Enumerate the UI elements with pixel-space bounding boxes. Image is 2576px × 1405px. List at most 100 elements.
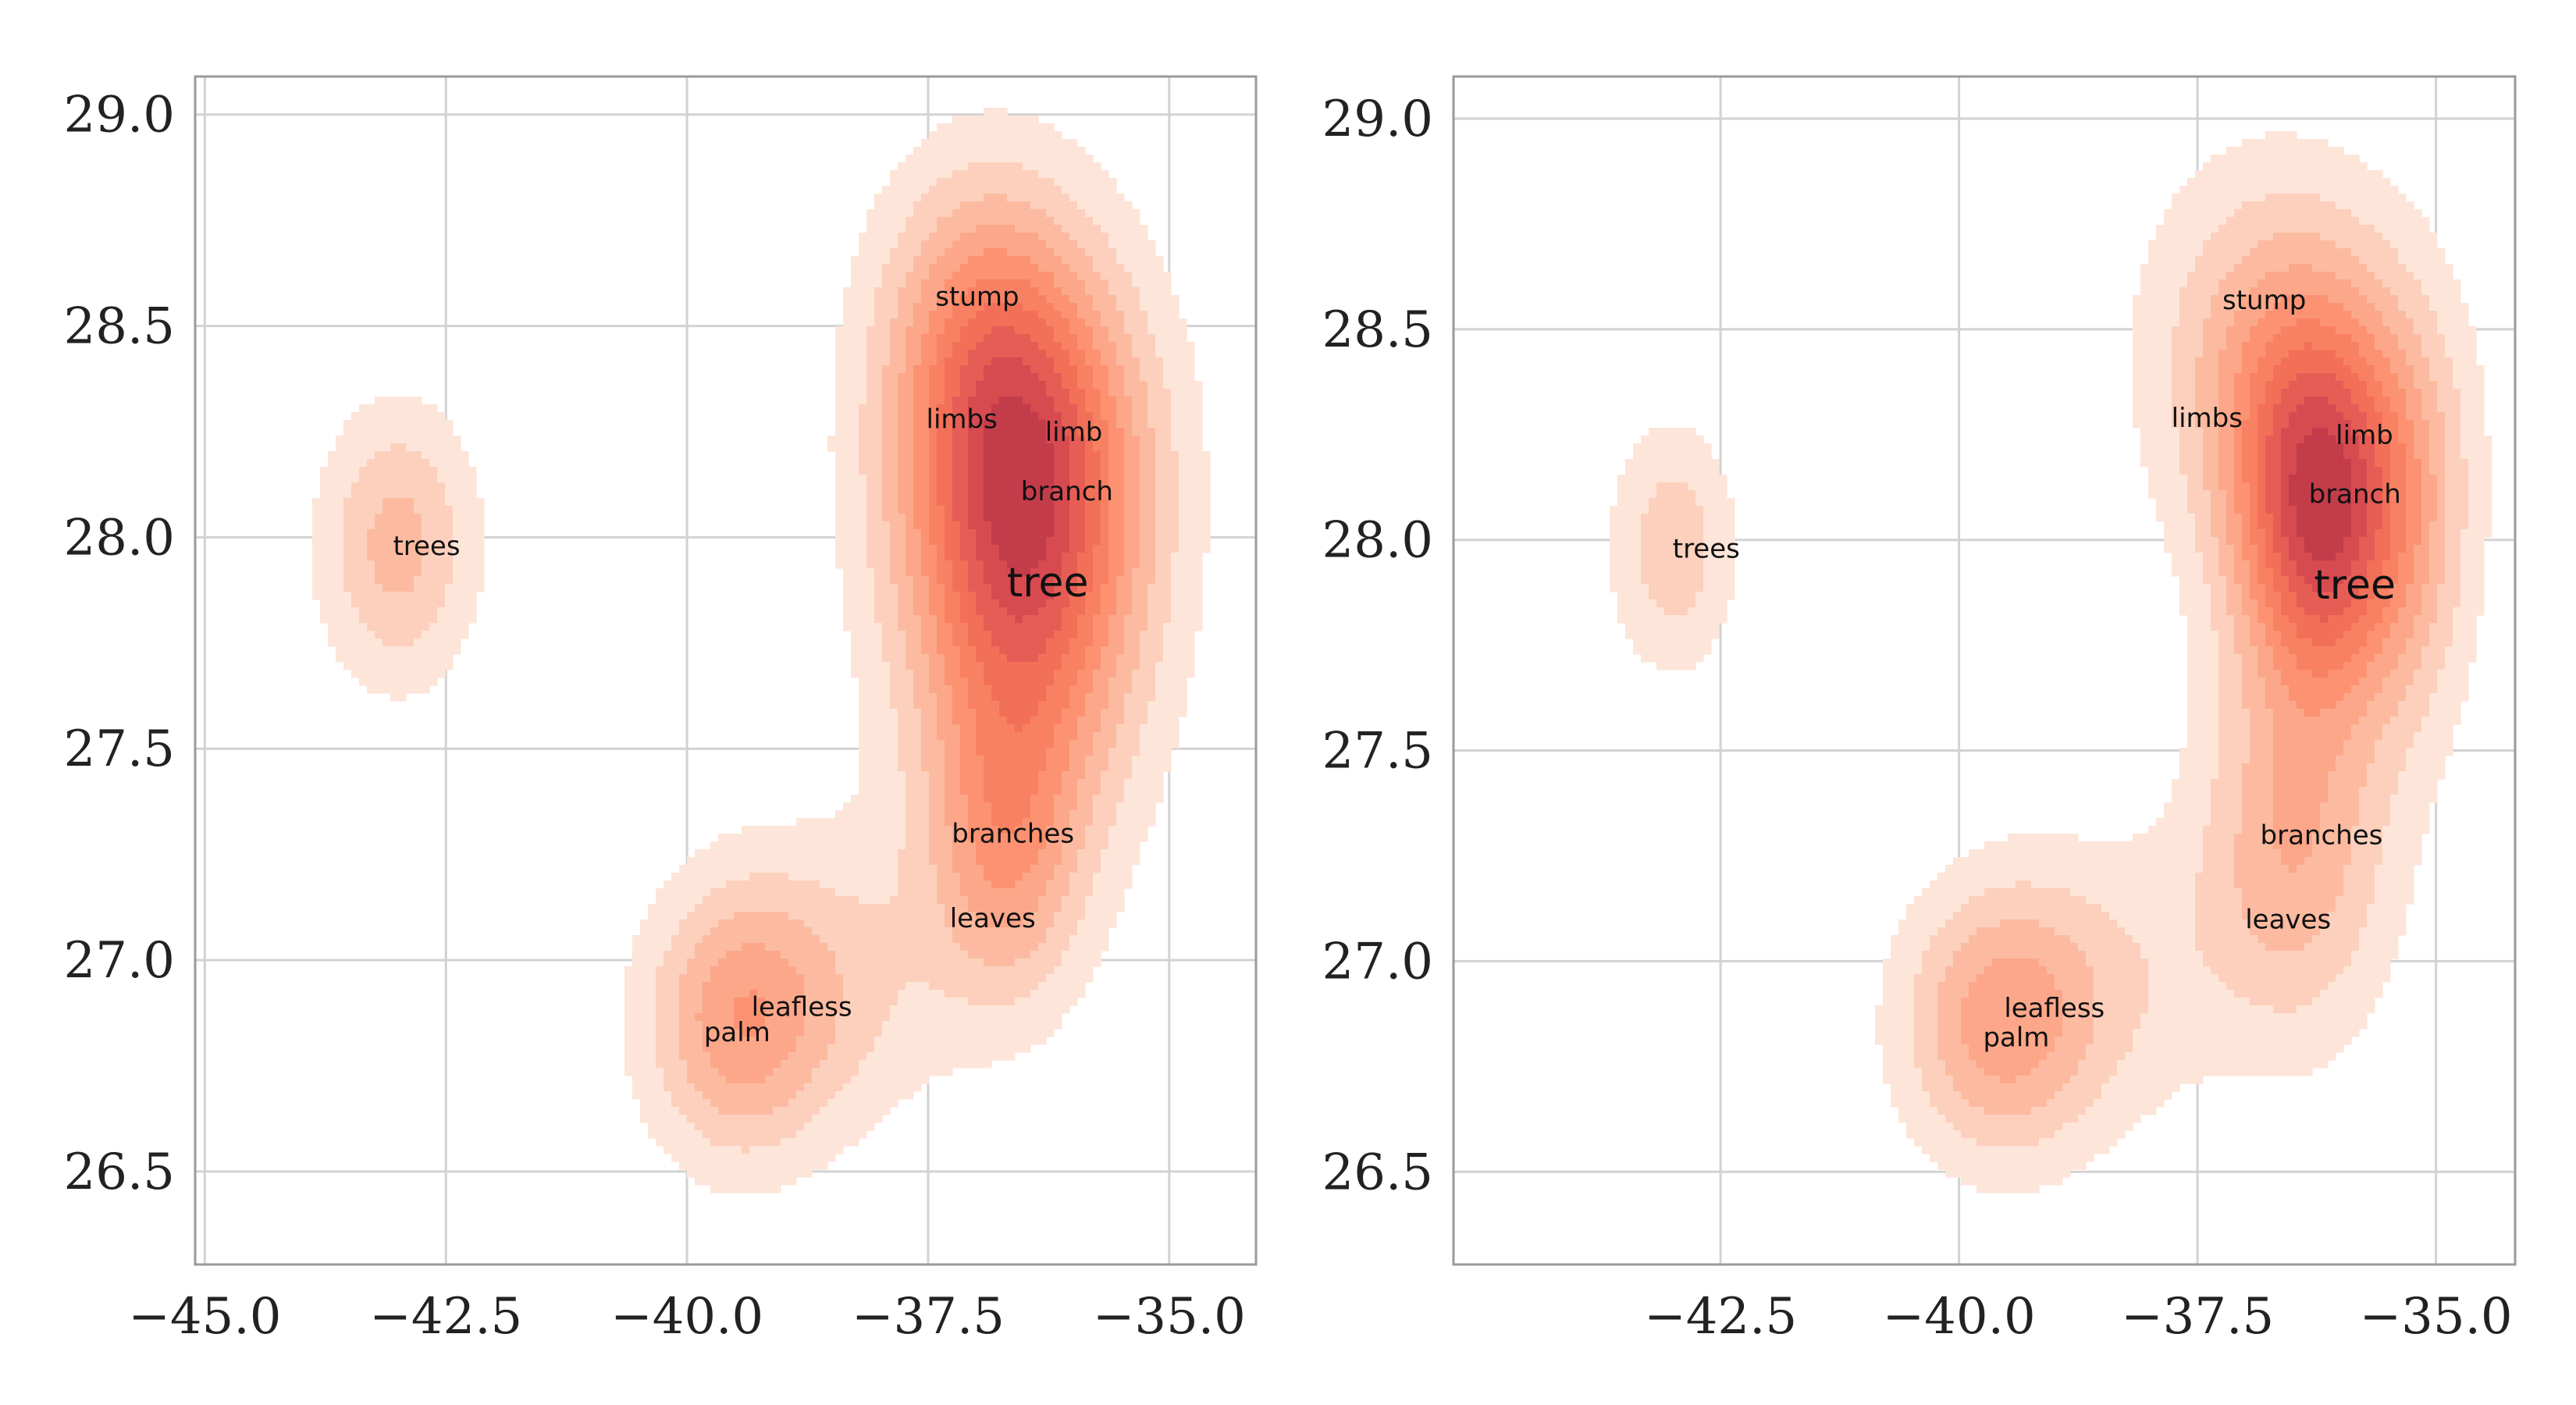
density-cell [1155, 350, 1195, 358]
density-cell [1147, 584, 1172, 592]
density-cell [2258, 615, 2274, 624]
density-cell [2140, 279, 2188, 288]
density-cell [1108, 498, 1125, 507]
density-cell [1062, 841, 1086, 850]
density-cell [968, 685, 992, 694]
density-cell [1046, 428, 1062, 436]
density-cell [2094, 998, 2149, 1006]
density-cell [1108, 334, 1133, 343]
density-cell [960, 740, 977, 749]
density-cell [749, 990, 758, 998]
density-cell [1116, 248, 1156, 257]
density-cell [1108, 701, 1125, 710]
density-cell [1147, 709, 1187, 717]
density-cell [1038, 787, 1062, 795]
density-cell [859, 678, 891, 686]
density-cell [2336, 896, 2375, 905]
density-cell [2297, 631, 2344, 639]
density-cell [2289, 685, 2352, 694]
density-cell [976, 553, 1000, 561]
density-cell [968, 436, 984, 444]
density-cell [2297, 662, 2344, 670]
density-cell [866, 209, 914, 218]
density-cell [2406, 584, 2422, 592]
density-cell [351, 599, 446, 608]
density-cell [2406, 529, 2422, 538]
density-cell [710, 1185, 781, 1193]
density-cell [2250, 732, 2274, 741]
density-cell [375, 560, 422, 569]
density-cell [1140, 498, 1156, 507]
density-cell [2187, 623, 2211, 631]
density-cell [1046, 826, 1070, 834]
density-cell [664, 1068, 688, 1076]
density-cell [960, 779, 984, 788]
density-cell [1116, 662, 1140, 670]
density-cell [1124, 529, 1140, 538]
density-cell [1124, 389, 1148, 397]
density-cell [1101, 865, 1133, 873]
density-cell [343, 568, 375, 577]
density-cell [765, 943, 828, 951]
density-cell [960, 599, 977, 608]
density-cell [945, 357, 969, 366]
density-cell [929, 802, 945, 811]
density-cell [1124, 568, 1133, 577]
density-cell [2218, 389, 2235, 397]
density-cell [882, 412, 898, 421]
density-cell [2328, 779, 2368, 788]
density-cell [1077, 623, 1094, 631]
density-cell [2218, 420, 2235, 429]
density-cell [2406, 404, 2422, 413]
density-cell [2421, 475, 2438, 483]
density-cell [453, 506, 485, 514]
density-cell [695, 943, 742, 951]
density-cell [921, 139, 1078, 148]
density-cell [952, 272, 1055, 280]
density-cell [921, 709, 938, 717]
density-cell [859, 428, 883, 436]
density-cell [2265, 599, 2282, 608]
density-cell [1703, 553, 1735, 561]
density-cell [1093, 326, 1109, 335]
density-cell [1030, 795, 1055, 803]
density-cell [1124, 701, 1148, 710]
density-cell [937, 880, 961, 889]
density-cell [2094, 1005, 2149, 1014]
density-cell [2382, 475, 2391, 483]
density-cell [1649, 592, 1696, 600]
density-cell [624, 1021, 656, 1030]
density-cell [2187, 638, 2219, 647]
density-cell [991, 810, 1031, 819]
density-cell [1953, 1076, 2001, 1084]
density-cell [1054, 490, 1070, 499]
density-cell [2258, 428, 2274, 436]
density-cell [1054, 326, 1070, 335]
density-cell [2211, 498, 2227, 507]
density-cell [1132, 342, 1156, 350]
density-cell [1085, 662, 1101, 670]
density-cell [2343, 662, 2368, 670]
density-cell [999, 553, 1047, 561]
density-cell [2148, 475, 2188, 483]
density-cell [2390, 459, 2407, 468]
density-cell [2218, 748, 2250, 756]
density-cell [2265, 545, 2274, 553]
density-cell [1062, 709, 1086, 717]
density-cell [1054, 451, 1070, 460]
density-cell [2265, 194, 2321, 202]
density-cell [2187, 678, 2219, 686]
x-tick-label: −42.5 [1644, 1288, 1797, 1346]
density-cell [1171, 568, 1203, 577]
density-cell [2258, 607, 2274, 616]
density-cell [2265, 631, 2282, 639]
density-cell [2187, 670, 2219, 678]
density-cell [1124, 795, 1164, 803]
density-cell [2289, 584, 2313, 592]
density-cell [1038, 342, 1062, 350]
density-cell [2320, 990, 2383, 998]
density-cell [1171, 560, 1203, 569]
density-cell [2250, 560, 2258, 569]
density-cell [1649, 584, 1704, 592]
density-cell [1914, 974, 1946, 983]
